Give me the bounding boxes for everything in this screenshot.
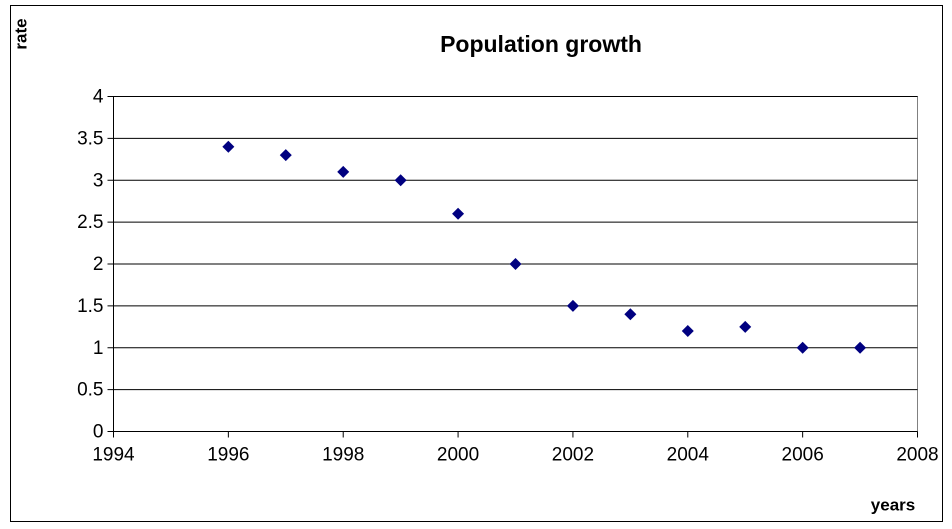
y-axis-label: rate	[11, 18, 30, 49]
data-point	[854, 341, 867, 354]
data-point	[739, 320, 752, 333]
y-tick-label: 4	[93, 87, 104, 108]
x-tick-label: 2004	[667, 445, 710, 466]
y-tick-label: 0.5	[77, 380, 103, 401]
data-point	[337, 165, 350, 178]
data-point	[394, 174, 407, 187]
data-point	[452, 207, 465, 220]
x-axis-label: years	[871, 495, 915, 514]
x-tick-label: 2008	[896, 445, 938, 466]
data-point	[279, 149, 292, 162]
data-point	[509, 258, 522, 270]
data-point	[681, 325, 694, 337]
y-tick-label: 2	[93, 254, 104, 275]
data-point	[566, 299, 579, 312]
x-tick-label: 2002	[552, 445, 594, 466]
y-tick-label: 0	[93, 422, 104, 443]
x-tick-label: 1998	[322, 445, 364, 466]
x-tick-label: 1996	[207, 445, 249, 466]
data-point	[222, 140, 235, 153]
y-tick-label: 3	[93, 170, 104, 191]
x-tick-label: 1994	[92, 445, 135, 466]
x-tick-label: 2000	[437, 445, 479, 466]
data-point	[624, 308, 637, 321]
y-tick-label: 1.5	[77, 296, 103, 317]
data-point	[796, 341, 809, 354]
x-tick-label: 2006	[782, 445, 824, 466]
y-tick-label: 1	[93, 338, 104, 359]
y-tick-label: 2.5	[77, 212, 103, 233]
y-tick-label: 3.5	[77, 128, 103, 149]
chart-title: Population growth	[440, 31, 642, 57]
